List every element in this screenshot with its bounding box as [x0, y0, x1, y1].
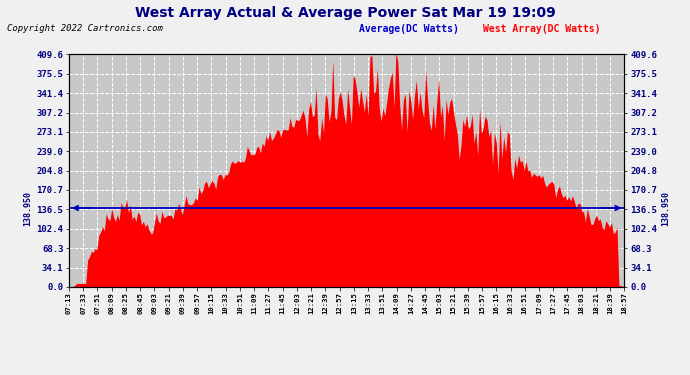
Text: Average(DC Watts): Average(DC Watts) [359, 24, 459, 34]
Text: 138.950: 138.950 [662, 190, 671, 225]
Text: Copyright 2022 Cartronics.com: Copyright 2022 Cartronics.com [7, 24, 163, 33]
Text: West Array(DC Watts): West Array(DC Watts) [483, 24, 600, 34]
Text: 138.950: 138.950 [23, 190, 32, 225]
Text: West Array Actual & Average Power Sat Mar 19 19:09: West Array Actual & Average Power Sat Ma… [135, 6, 555, 20]
